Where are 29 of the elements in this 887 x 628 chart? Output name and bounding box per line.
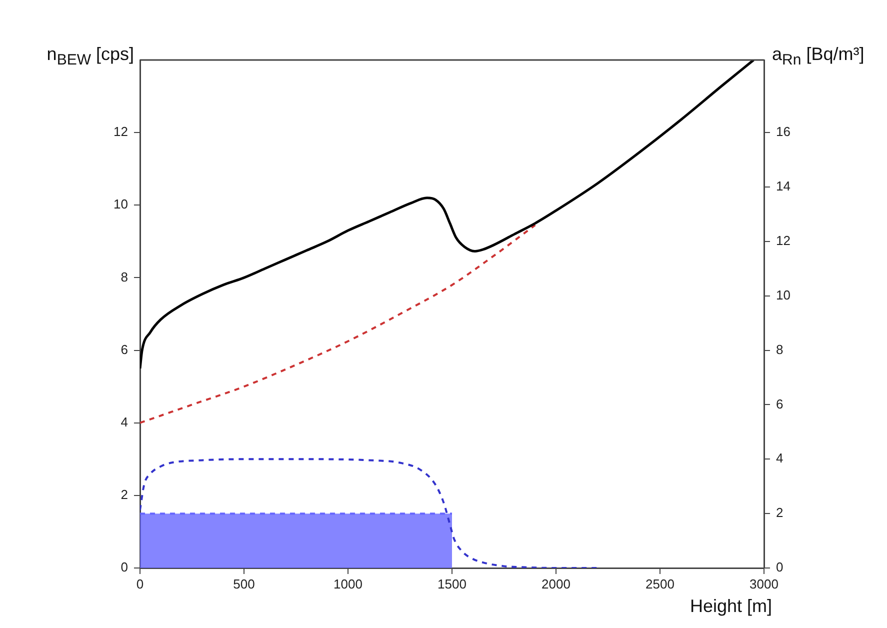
x-axis-title: Height [m] — [690, 596, 772, 617]
y-tick-label: 10 — [114, 196, 128, 212]
x-tick-label: 2500 — [646, 576, 674, 592]
x-tick-label: 1500 — [438, 576, 466, 592]
x-tick-label: 2000 — [542, 576, 570, 592]
line-series — [140, 60, 755, 370]
y2-tick-label: 0 — [776, 560, 784, 575]
y2-tick-label: 6 — [776, 396, 784, 412]
line-series — [140, 224, 536, 424]
y-tick-label: 12 — [114, 124, 128, 140]
y-tick-label: 6 — [120, 342, 128, 357]
y-axis-title: n$_{BEW}$ [cps] — [46, 44, 134, 69]
line-series — [140, 458, 599, 568]
y2-axis-title: a$_{Rn}$ [Bq/m³] — [772, 44, 864, 69]
y2-tick-label: 12 — [776, 233, 790, 248]
x-tick-label: 3000 — [750, 576, 778, 592]
y2-tick-label: 10 — [776, 287, 790, 302]
y2-tick-label: 8 — [776, 342, 784, 357]
y2-tick-label: 2 — [776, 505, 784, 520]
y-tick-label: 8 — [120, 269, 128, 284]
x-tick-label: 1000 — [334, 576, 362, 592]
y2-tick-label: 4 — [776, 450, 784, 466]
x-tick-label: 500 — [233, 576, 255, 592]
y-tick-label: 2 — [120, 487, 128, 502]
y2-tick-label: 16 — [776, 124, 790, 140]
y-tick-label: 4 — [120, 414, 128, 430]
x-tick-label: 0 — [136, 576, 144, 592]
y2-tick-label: 14 — [776, 178, 790, 194]
y-tick-label: 0 — [120, 560, 128, 575]
